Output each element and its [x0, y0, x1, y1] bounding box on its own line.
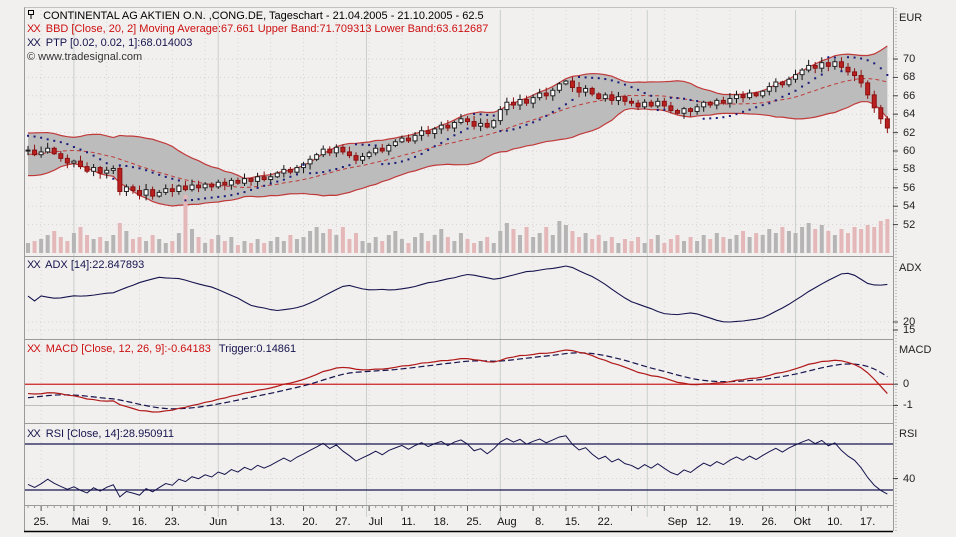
ptp-dots [27, 56, 889, 202]
x-axis-label: Okt [793, 516, 811, 528]
chart-title: CONTINENTAL AG AKTIEN O.N. ,CONG.DE, Tag… [43, 10, 484, 22]
x-axis-label: 23. [164, 516, 180, 528]
frame [24, 7, 897, 533]
x-axis-label: 22. [597, 516, 613, 528]
rsi-indicator-row: XX RSI [Close, 14]:28.950911 [27, 428, 174, 440]
rsi-panel [24, 435, 893, 498]
chart-title-row: CONTINENTAL AG AKTIEN O.N. ,CONG.DE, Tag… [27, 9, 484, 23]
axis-tick-label: 64 [903, 108, 916, 121]
x-axis-label: 9. [102, 516, 112, 528]
macd-axis-title: MACD [899, 344, 932, 356]
macd-panel [24, 349, 893, 413]
ptp-indicator-label: PTP [0.02, 0.02, 1]:68.014003 [45, 37, 193, 49]
x-axis-label: 15. [564, 516, 581, 528]
x-axis-label: Mai [71, 516, 90, 528]
axis-tick-label: 15 [903, 324, 916, 337]
x-axis-label: 8. [535, 516, 545, 528]
axis-tick-label: 66 [903, 89, 916, 102]
watermark-link[interactable]: www.tradesignal.com [38, 51, 143, 63]
x-axis-label: 11. [401, 516, 416, 528]
x-axis-label: Sep [667, 516, 688, 528]
indicator-remove-icon[interactable]: XX [27, 37, 41, 49]
indicator-remove-icon[interactable]: XX [27, 428, 41, 440]
axis-tick-label: 68 [903, 71, 916, 84]
axis-tick-label: 60 [903, 145, 916, 157]
axis-tick-label: 54 [903, 200, 916, 213]
x-axis-label: 18. [433, 516, 449, 528]
x-axis-label: Aug [497, 516, 517, 528]
axis-tick-label: 20 [903, 315, 916, 328]
x-axis-label: Jun [209, 516, 228, 528]
rsi-axis-title: RSI [899, 428, 918, 440]
x-axis-label: 20. [302, 516, 318, 528]
axis-tick-label: 0 [903, 378, 910, 391]
copyright-icon: © [27, 51, 36, 63]
adx-indicator-row: XX ADX [14]:22.847893 [27, 259, 144, 271]
right-axis-ticks [893, 58, 898, 479]
x-axis-label: 27. [335, 516, 351, 528]
bollinger-band [27, 45, 888, 207]
price-axis-unit: EUR [899, 12, 923, 24]
x-axis-label: 26. [761, 516, 777, 528]
x-axis-label: 12. [696, 516, 712, 528]
axis-tick-label: 40 [903, 472, 916, 485]
x-axis-label: 19. [728, 516, 745, 528]
x-axis-label: 16. [131, 516, 148, 528]
indicator-remove-icon[interactable]: XX [27, 23, 41, 35]
x-axis-label: 17. [860, 516, 876, 528]
indicator-remove-icon[interactable]: XX [27, 259, 41, 271]
bbd-indicator-row: XX BBD [Close, 20, 2] Moving Average:67.… [27, 23, 488, 35]
x-axis-label: 13. [269, 516, 285, 528]
adx-axis-title: ADX [899, 262, 922, 274]
rsi-indicator-label: RSI [Close, 14]:28.950911 [45, 428, 174, 440]
ptp-indicator-row: XX PTP [0.02, 0.02, 1]:68.014003 [27, 37, 192, 49]
macd-indicator-row: XX MACD [Close, 12, 26, 9]:-0.64183 Trig… [27, 343, 296, 355]
x-axis-label: 25. [466, 516, 482, 528]
x-axis-label: 10. [827, 516, 843, 528]
axis-tick-label: 52 [903, 218, 916, 231]
bbd-indicator-label: BBD [Close, 20, 2] Moving Average:67.661… [45, 23, 489, 35]
x-axis-ticks [27, 506, 888, 511]
macd-indicator-label: MACD [Close, 12, 26, 9]:-0.64183 [45, 343, 211, 355]
macd-trigger-label: Trigger:0.14861 [218, 343, 297, 355]
pin-icon[interactable] [27, 9, 36, 23]
axis-tick-label: 56 [903, 181, 916, 194]
adx-line [27, 265, 888, 323]
indicator-remove-icon[interactable]: XX [27, 343, 41, 355]
axis-tick-label: 58 [903, 163, 916, 176]
volume-bars [26, 195, 890, 253]
axis-tick-label: 62 [903, 126, 916, 139]
x-axis-label: 25. [33, 516, 49, 528]
copyright-row: © www.tradesignal.com [27, 51, 142, 63]
adx-indicator-label: ADX [14]:22.847893 [45, 259, 145, 271]
axis-tick-label: 70 [903, 53, 916, 65]
candlesticks [25, 57, 890, 201]
x-axis-label: Jul [368, 516, 383, 528]
axis-tick-label: -1 [903, 399, 913, 412]
